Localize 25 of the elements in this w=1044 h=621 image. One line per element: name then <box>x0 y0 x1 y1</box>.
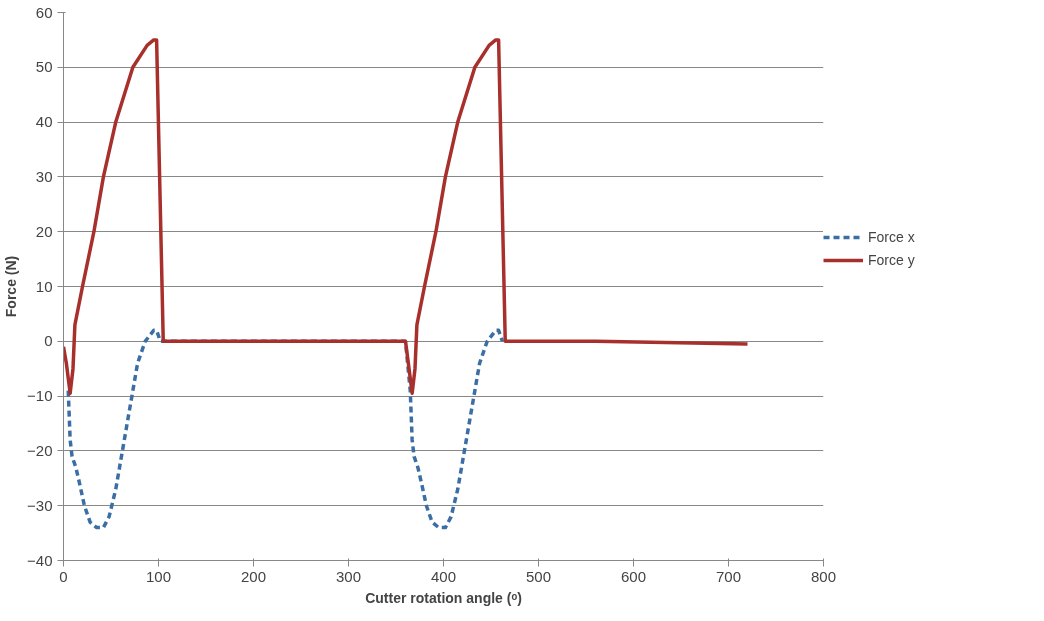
y-tick-label: −10 <box>27 387 53 405</box>
x-axis-title: Cutter rotation angle (ᵒ) <box>365 589 522 606</box>
y-tick-label: −40 <box>27 551 53 569</box>
y-tick-label: −30 <box>27 496 53 514</box>
y-tick-label: −20 <box>27 441 53 459</box>
x-tick-label: 100 <box>145 567 172 585</box>
x-tick-label: 700 <box>715 567 742 585</box>
x-tick-label: 200 <box>240 567 267 585</box>
legend-label: Force y <box>868 252 915 268</box>
y-tick-label: 20 <box>35 222 53 240</box>
y-tick-label: 40 <box>35 113 53 131</box>
y-tick-label: 50 <box>35 58 53 76</box>
x-tick-label: 800 <box>810 567 837 585</box>
y-tick-label: 30 <box>35 167 53 185</box>
legend-label: Force x <box>868 229 915 245</box>
x-tick-label: 500 <box>525 567 552 585</box>
y-tick-label: 10 <box>35 277 53 295</box>
x-tick-label: 400 <box>430 567 457 585</box>
x-tick-label: 300 <box>335 567 362 585</box>
x-tick-label: 600 <box>620 567 647 585</box>
y-tick-label: 60 <box>35 3 53 21</box>
y-axis-title: Force (N) <box>3 255 20 318</box>
y-tick-label: 0 <box>44 332 53 350</box>
line-series <box>63 38 750 396</box>
x-tick-label: 0 <box>59 567 68 585</box>
